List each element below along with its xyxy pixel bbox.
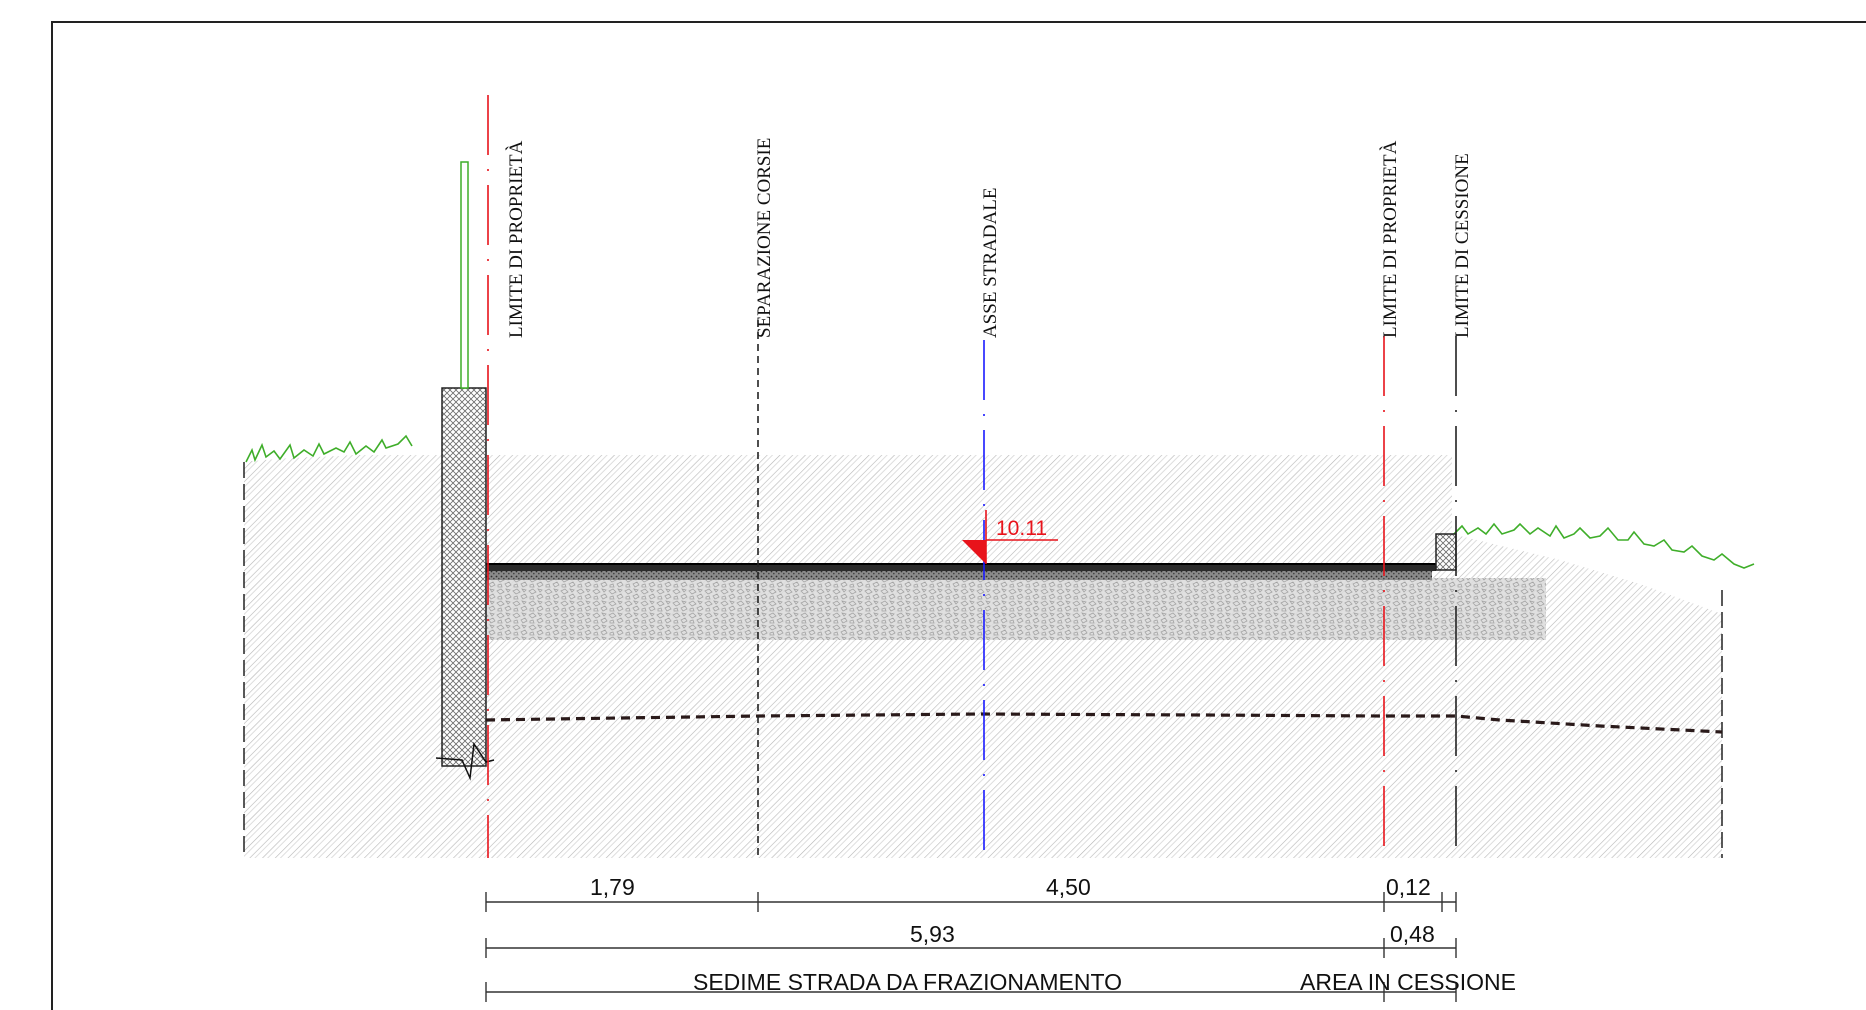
dimension-4-50: 4,50 <box>1046 874 1091 900</box>
grass-left <box>245 434 413 463</box>
curb <box>1435 533 1457 571</box>
sky-cut-right <box>1452 400 1722 614</box>
label-road-sediment: SEDIME STRADA DA FRAZIONAMENTO <box>693 969 1122 995</box>
label-cession-limit: LIMITE DI CESSIONE <box>1452 153 1473 338</box>
dimension-0-12: 0,12 <box>1386 874 1431 900</box>
label-left-property-limit: LIMITE DI PROPRIETÀ <box>505 140 527 338</box>
label-lane-separation: SEPARAZIONE CORSIE <box>754 138 775 338</box>
grass-right <box>1451 522 1755 569</box>
dimension-5-93: 5,93 <box>910 921 955 947</box>
dimension-0-48: 0,48 <box>1390 921 1435 947</box>
elevation-marker: 10.11 <box>962 510 1058 564</box>
dimension-1-79: 1,79 <box>590 874 635 900</box>
drawing-frame <box>51 21 1866 1010</box>
fence-post <box>460 161 469 389</box>
sky-cut-left <box>240 380 442 462</box>
dimension-row-3 <box>485 982 1457 1002</box>
label-road-axis: ASSE STRADALE <box>980 188 1001 338</box>
binder-layer <box>486 570 1432 580</box>
dimension-row-2 <box>485 938 1457 958</box>
elevation-triangle-icon <box>962 540 986 564</box>
retaining-wall <box>441 387 487 767</box>
dimension-row-1 <box>485 892 1457 912</box>
asphalt-wearing-course <box>486 564 1436 571</box>
label-right-property-limit: LIMITE DI PROPRIETÀ <box>1379 140 1401 338</box>
elevation-value: 10.11 <box>996 517 1047 540</box>
label-cession-area: AREA IN CESSIONE <box>1300 969 1516 995</box>
gravel-base-layer <box>486 578 1546 640</box>
